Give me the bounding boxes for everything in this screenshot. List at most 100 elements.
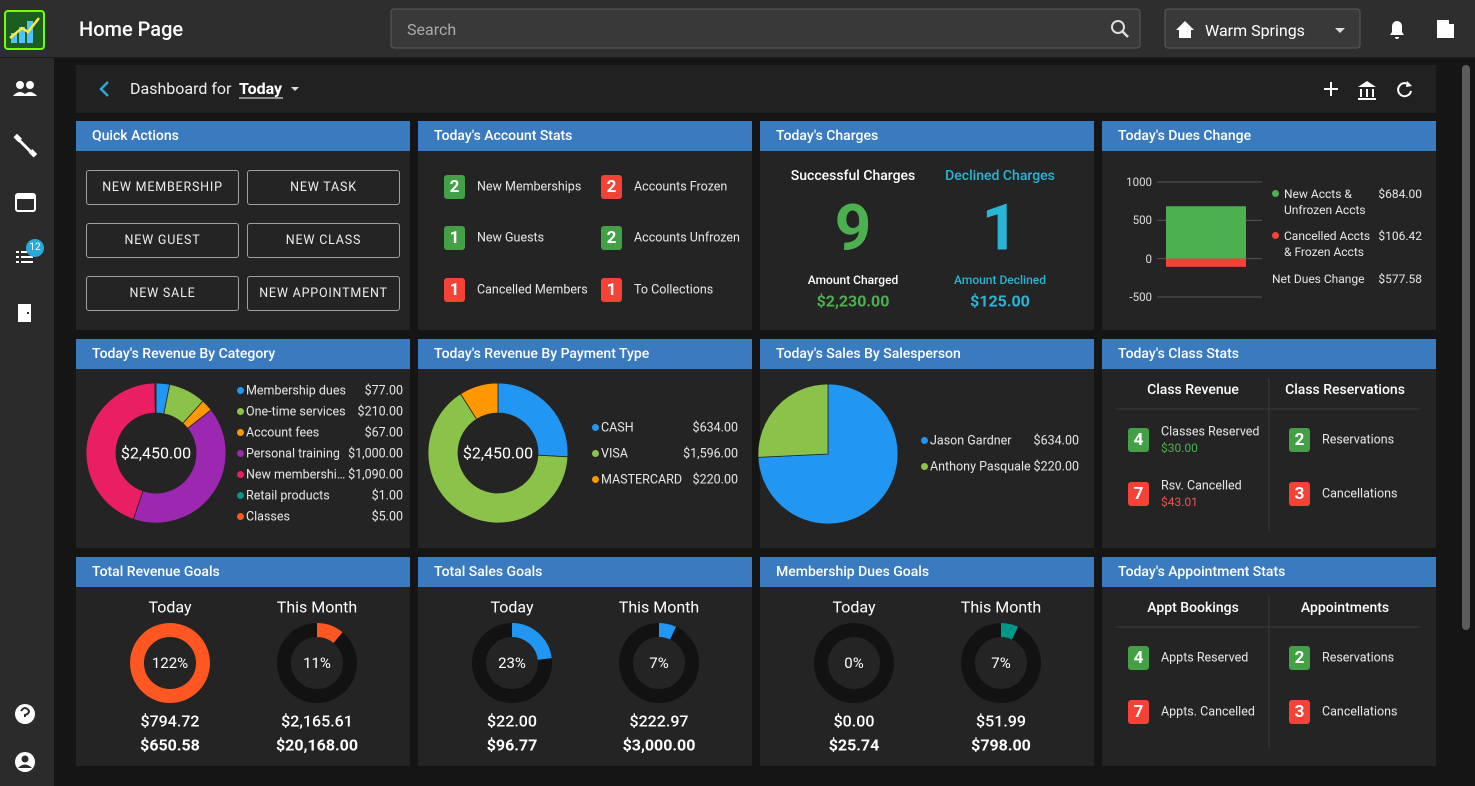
panel: Today's Charges Successful Charges 9 Amount… bbox=[760, 121, 1094, 330]
panel-title: Today's Revenue By Payment Type bbox=[434, 346, 650, 362]
sidebar bbox=[0, 0, 54, 786]
goal-actual: $22.00 bbox=[487, 711, 537, 731]
goal-ring bbox=[277, 623, 357, 703]
action-button[interactable]: NEW TASK bbox=[247, 170, 400, 205]
goal-percent: 122% bbox=[151, 654, 189, 672]
legend-value: $1,090.00 bbox=[348, 467, 403, 483]
chart bbox=[1157, 181, 1262, 298]
net-label: Net Dues Change bbox=[1272, 272, 1365, 286]
add[interactable] bbox=[1324, 82, 1338, 96]
period[interactable]: Today bbox=[239, 79, 283, 98]
stat-label: Accounts Unfrozen bbox=[634, 230, 740, 246]
legend-dot bbox=[1272, 190, 1279, 197]
amount-label: Amount Declined bbox=[954, 273, 1046, 287]
legend-value: $634.00 bbox=[1033, 433, 1079, 449]
search-placeholder: Search bbox=[407, 20, 457, 39]
goal-ring bbox=[130, 623, 210, 703]
panel-header bbox=[76, 557, 410, 587]
action-button[interactable]: NEW MEMBERSHIP bbox=[86, 170, 239, 205]
pie-slice bbox=[427, 393, 569, 524]
legend-dot bbox=[237, 429, 244, 436]
stat-label: Cancellations bbox=[1322, 704, 1398, 720]
column-heading: Class Reservations bbox=[1285, 382, 1405, 398]
legend-value: $77.00 bbox=[364, 383, 403, 399]
chart bbox=[757, 383, 899, 525]
notifications[interactable] bbox=[1390, 21, 1404, 39]
panel: Today's Sales By Salesperson Jason Gardne… bbox=[757, 339, 1094, 548]
legend-value: $1,000.00 bbox=[348, 446, 403, 462]
panel-title: Today's Revenue By Category bbox=[92, 346, 276, 362]
amount: $2,230.00 bbox=[816, 291, 890, 311]
action-button[interactable]: NEW APPOINTMENT bbox=[247, 276, 400, 311]
chart bbox=[85, 382, 227, 524]
stat-label: Reservations bbox=[1322, 432, 1395, 448]
legend-dot bbox=[237, 471, 244, 478]
stat-label: Reservations bbox=[1322, 650, 1395, 666]
panel: Today's Revenue By Payment Type CASH $634.… bbox=[418, 339, 752, 548]
charges-count: 9 bbox=[834, 190, 872, 266]
panel-title: Today's Class Stats bbox=[1118, 346, 1239, 362]
bar bbox=[1166, 258, 1246, 267]
back[interactable] bbox=[99, 81, 109, 97]
stat-label: Appts Reserved bbox=[1161, 650, 1249, 666]
badge-count: 12 bbox=[29, 242, 41, 253]
panel-header bbox=[760, 121, 1094, 151]
action-button[interactable]: NEW GUEST bbox=[86, 223, 239, 258]
goal-heading: Today bbox=[148, 597, 192, 617]
action-button[interactable]: NEW CLASS bbox=[247, 223, 400, 258]
y-tick-label: -500 bbox=[1129, 290, 1152, 304]
badge bbox=[26, 239, 44, 257]
stat-label: To Collections bbox=[634, 282, 714, 298]
legend-name: Cancelled Accts & Frozen Accts bbox=[1284, 229, 1371, 259]
charges-heading: Declined Charges bbox=[945, 168, 1055, 184]
toolbar bbox=[76, 65, 1436, 113]
chart bbox=[1116, 596, 1420, 749]
panel: Today's Appointment Stats Appt Bookings 4 A… bbox=[1102, 557, 1436, 766]
legend-dot bbox=[237, 387, 244, 394]
legend-dot bbox=[592, 424, 599, 431]
logo[interactable] bbox=[4, 10, 45, 50]
legend-dot bbox=[1272, 232, 1279, 239]
legend-name: Jason Gardner bbox=[930, 433, 1012, 449]
search-box[interactable] bbox=[390, 8, 1141, 49]
count-badge: 3 bbox=[1289, 700, 1310, 724]
count-badge: 2 bbox=[444, 175, 465, 199]
panel-header bbox=[76, 339, 410, 369]
legend-name: VISA bbox=[601, 446, 628, 462]
amount: $125.00 bbox=[970, 291, 1030, 311]
y-tick-label: 0 bbox=[1145, 251, 1152, 266]
bank[interactable] bbox=[1358, 81, 1376, 100]
count-badge: 2 bbox=[601, 226, 622, 250]
pie-slice bbox=[132, 409, 227, 524]
amount-label: Amount Charged bbox=[807, 273, 899, 287]
stat-label: New Guests bbox=[477, 230, 545, 246]
column-heading: Appointments bbox=[1300, 600, 1390, 616]
column-heading: Class Revenue bbox=[1147, 382, 1239, 398]
action-button[interactable]: NEW SALE bbox=[86, 276, 239, 311]
pie-slice bbox=[460, 382, 499, 420]
count-badge: 1 bbox=[444, 278, 465, 302]
location-select[interactable] bbox=[1164, 8, 1361, 49]
scrollbar[interactable] bbox=[1462, 65, 1470, 630]
toolbar-label: Dashboard for bbox=[130, 79, 232, 98]
legend-name: Account fees bbox=[246, 425, 320, 441]
legend-value: $220.00 bbox=[692, 472, 738, 488]
panel: Today's Revenue By Category Membership du… bbox=[76, 339, 410, 548]
nav-icons[interactable] bbox=[13, 81, 38, 772]
goal-target: $798.00 bbox=[971, 735, 1031, 755]
count-badge: 3 bbox=[1289, 482, 1310, 506]
panel-header bbox=[1102, 557, 1436, 587]
count-badge: 4 bbox=[1128, 646, 1149, 670]
refresh[interactable] bbox=[1397, 82, 1412, 98]
legend-name: New membershi… bbox=[246, 467, 346, 483]
center-label: $2,450.00 bbox=[120, 443, 192, 463]
stat-label: Classes Reserved bbox=[1161, 424, 1260, 440]
exit[interactable] bbox=[1437, 20, 1454, 38]
legend-name: Membership dues bbox=[246, 383, 346, 399]
panel-header bbox=[418, 121, 752, 151]
goal-heading: This Month bbox=[618, 597, 700, 617]
goal-percent: 7% bbox=[991, 654, 1011, 672]
legend-dot bbox=[921, 463, 928, 470]
legend-value: $634.00 bbox=[692, 420, 738, 436]
panel-header bbox=[1102, 339, 1436, 369]
